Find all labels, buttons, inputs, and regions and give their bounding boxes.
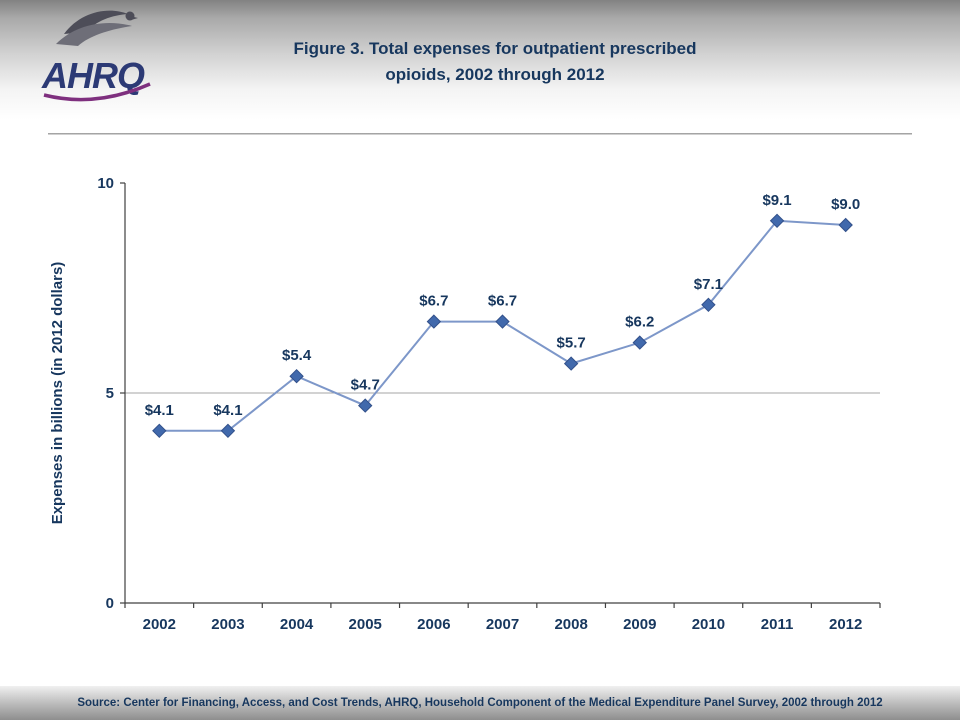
data-point-marker — [632, 335, 647, 350]
data-point-label: $4.7 — [351, 377, 380, 394]
x-tick-label: 2006 — [417, 616, 450, 633]
x-tick-label: 2009 — [623, 616, 656, 633]
data-point-marker — [289, 368, 304, 384]
data-point-label: $5.7 — [557, 335, 586, 352]
header-separator — [48, 133, 912, 135]
data-point-label: $6.2 — [625, 314, 654, 331]
data-point-marker — [426, 314, 442, 329]
data-point-label: $5.4 — [282, 347, 312, 364]
y-tick-label: 5 — [106, 385, 114, 402]
y-tick-label: 10 — [97, 175, 114, 192]
data-point-marker — [495, 314, 510, 329]
x-tick-label: 2010 — [692, 616, 725, 633]
footer-bar: Source: Center for Financing, Access, an… — [0, 686, 960, 720]
data-point-marker — [563, 356, 579, 371]
line-chart: 0 5 10 2002 2003 2004 2005 2006 2007 2008 2009 2010… — [49, 175, 881, 633]
x-tick-label: 2004 — [280, 616, 314, 633]
page-title-line2: opioids, 2002 through 2012 — [385, 64, 605, 84]
data-point-label: $9.0 — [831, 196, 860, 213]
y-axis-title: Expenses in billions (in 2012 dollars) — [49, 262, 66, 525]
page-title: Figure 3. Total expenses for outpatient … — [170, 36, 820, 87]
data-point-marker — [358, 398, 373, 413]
x-tick-label: 2002 — [143, 616, 176, 633]
data-point-marker — [701, 297, 716, 313]
x-tick-label: 2007 — [486, 616, 519, 633]
data-point-label: $9.1 — [762, 192, 791, 209]
data-point-label: $6.7 — [488, 293, 517, 310]
ahrq-logo-text: AHRQ — [41, 55, 145, 96]
x-tick-label: 2008 — [554, 616, 587, 633]
data-point-label: $6.7 — [419, 293, 448, 310]
data-point-label: $7.1 — [694, 276, 723, 293]
data-point-label: $4.1 — [145, 402, 174, 419]
x-tick-label: 2012 — [829, 616, 862, 633]
ahrq-logo-graphic: AHRQ — [41, 10, 151, 102]
y-tick-label: 0 — [106, 595, 114, 612]
data-point-label: $4.1 — [213, 402, 242, 419]
data-point-marker — [220, 423, 236, 439]
ahrq-logo: AHRQ — [34, 4, 164, 112]
header-gradient-band — [0, 0, 960, 120]
source-text: Source: Center for Financing, Access, an… — [77, 697, 883, 709]
hhs-eagle-icon — [56, 10, 138, 46]
x-tick-label: 2011 — [761, 616, 794, 633]
x-tick-label: 2003 — [211, 616, 244, 633]
data-point-marker — [152, 423, 167, 439]
x-tick-label: 2005 — [349, 616, 382, 633]
data-point-marker — [769, 213, 785, 229]
logo-swoosh — [43, 82, 151, 102]
data-point-marker — [838, 217, 853, 233]
page-title-line1: Figure 3. Total expenses for outpatient … — [293, 39, 697, 58]
